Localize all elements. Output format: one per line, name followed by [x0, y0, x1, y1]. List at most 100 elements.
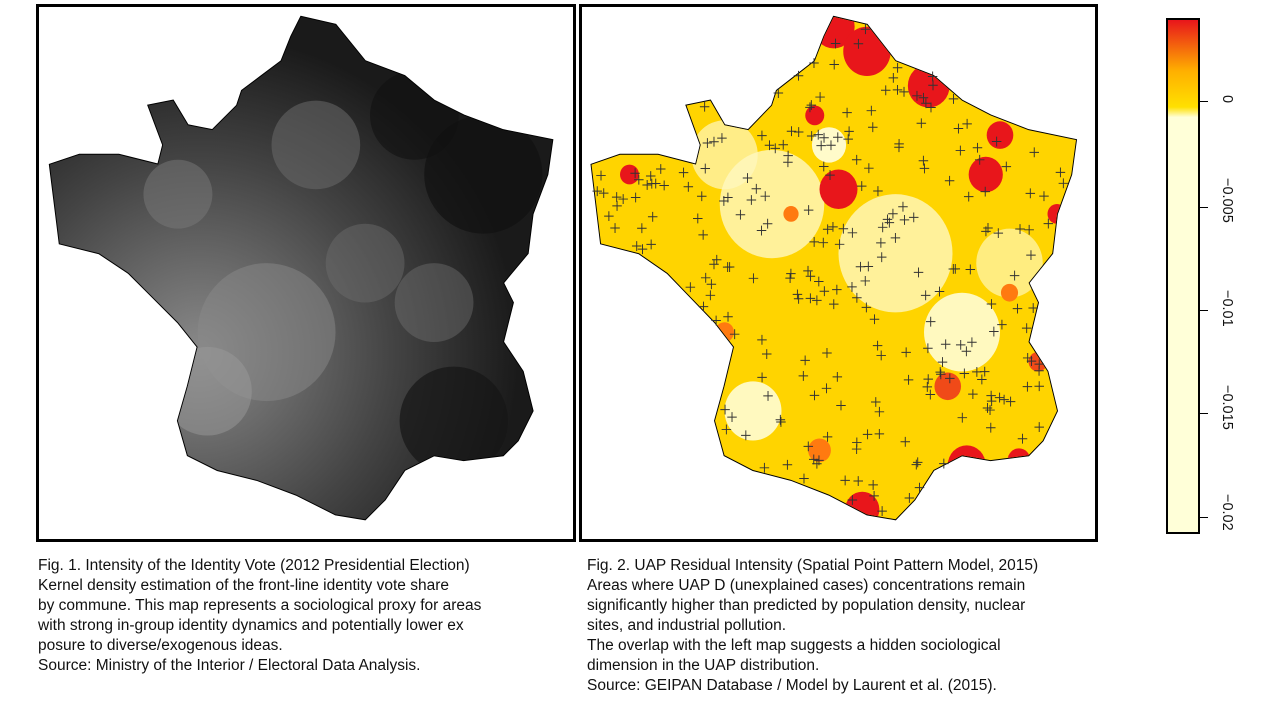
uap-case-marker — [840, 475, 850, 486]
legend-tick — [1200, 310, 1208, 311]
uap-case-marker — [759, 462, 770, 473]
uap-case-marker — [955, 145, 966, 156]
uap-case-marker — [762, 218, 773, 229]
uap-case-marker — [821, 383, 832, 394]
uap-case-marker — [756, 225, 767, 236]
uap-case-marker — [882, 214, 893, 225]
uap-case-marker — [979, 366, 990, 377]
uap-case-marker — [948, 93, 959, 104]
uap-case-marker — [819, 161, 829, 172]
uap-case-marker — [861, 302, 872, 313]
uap-case-marker — [630, 168, 640, 179]
uap-case-marker — [702, 138, 713, 148]
uap-case-marker — [974, 154, 985, 165]
uap-case-marker — [918, 92, 929, 103]
uap-case-marker — [888, 72, 899, 83]
uap-case-marker — [967, 337, 977, 348]
uap-case-marker — [955, 339, 966, 350]
uap-case-marker — [872, 340, 883, 351]
uap-case-marker — [832, 371, 843, 382]
uap-case-marker — [1034, 365, 1044, 376]
uap-case-marker — [851, 154, 862, 165]
uap-case-marker — [927, 71, 938, 82]
uap-case-marker — [693, 213, 703, 224]
uap-case-marker — [945, 373, 955, 384]
uap-case-marker — [862, 429, 873, 440]
uap-case-marker — [700, 272, 711, 283]
uap-case-marker — [959, 368, 970, 379]
uap-case-marker — [894, 142, 904, 153]
uap-case-marker — [912, 90, 922, 101]
legend-tick — [1200, 413, 1208, 414]
uap-case-marker — [793, 293, 804, 304]
uap-case-marker — [842, 107, 852, 118]
legend-tick — [1200, 101, 1208, 102]
uap-case-marker — [706, 279, 717, 290]
uap-case-marker — [961, 346, 972, 357]
uap-case-marker — [816, 140, 826, 151]
uap-case-marker — [868, 479, 878, 490]
uap-case-marker — [986, 396, 997, 407]
uap-case-marker — [746, 195, 757, 205]
uap-case-marker — [1034, 422, 1044, 433]
caption-line: Fig. 1. Intensity of the Identity Vote (… — [38, 557, 470, 574]
uap-case-marker — [877, 222, 888, 233]
uap-case-marker — [914, 482, 925, 493]
uap-case-marker — [860, 24, 871, 35]
uap-case-marker — [1001, 161, 1012, 172]
identity-vote-texture — [49, 16, 553, 520]
uap-case-marker — [926, 102, 936, 113]
uap-case-marker — [836, 400, 846, 411]
uap-case-marker — [786, 126, 797, 137]
caption-line: by commune. This map represents a sociol… — [38, 597, 482, 614]
uap-case-marker — [986, 422, 996, 433]
uap-case-marker — [792, 289, 803, 300]
uap-case-marker — [829, 59, 839, 70]
uap-case-marker — [646, 239, 656, 250]
uap-case-marker — [847, 495, 858, 505]
uap-case-marker — [723, 311, 733, 322]
uap-case-marker — [1022, 353, 1033, 363]
uap-case-marker — [898, 201, 908, 212]
legend-tick-label: −0.02 — [1219, 494, 1235, 531]
caption-line: significantly higher than predicted by p… — [587, 597, 1026, 614]
uap-case-marker — [610, 223, 620, 233]
uap-case-marker — [806, 131, 817, 141]
uap-case-marker — [751, 183, 762, 194]
uap-case-marker — [940, 339, 951, 350]
uap-case-marker — [814, 455, 824, 466]
uap-case-marker — [1058, 178, 1069, 189]
uap-case-marker — [880, 85, 891, 96]
legend-tick-label: −0.015 — [1219, 385, 1235, 430]
uap-case-marker — [822, 431, 833, 442]
caption-line: dimension in the UAP distribution. — [587, 657, 820, 674]
uap-case-marker — [709, 136, 719, 147]
uap-case-marker — [908, 212, 919, 223]
uap-case-marker — [815, 92, 825, 102]
uap-case-marker — [1026, 250, 1036, 261]
uap-case-marker — [786, 268, 796, 279]
uap-case-marker — [925, 389, 936, 400]
legend-tick — [1200, 517, 1208, 518]
uap-case-marker — [980, 186, 990, 197]
uap-case-marker — [773, 88, 784, 98]
uap-case-marker — [735, 209, 746, 220]
uap-case-marker — [805, 271, 816, 282]
uap-case-marker — [720, 404, 730, 415]
uap-case-marker — [874, 406, 885, 417]
uap-case-marker — [818, 237, 829, 248]
uap-case-marker — [1009, 270, 1020, 281]
uap-case-marker — [1022, 381, 1033, 392]
uap-case-marker — [806, 100, 817, 111]
uap-case-marker — [963, 191, 974, 202]
uap-case-marker — [683, 181, 694, 192]
uap-case-marker — [853, 38, 864, 49]
uap-case-marker — [723, 192, 733, 203]
uap-case-marker — [833, 132, 843, 143]
uap-case-marker — [874, 428, 885, 439]
uap-case-marker — [957, 412, 968, 423]
uap-case-marker — [888, 208, 898, 219]
uap-case-marker — [800, 355, 810, 366]
uap-case-marker — [934, 286, 945, 297]
uap-case-marker — [855, 261, 866, 272]
